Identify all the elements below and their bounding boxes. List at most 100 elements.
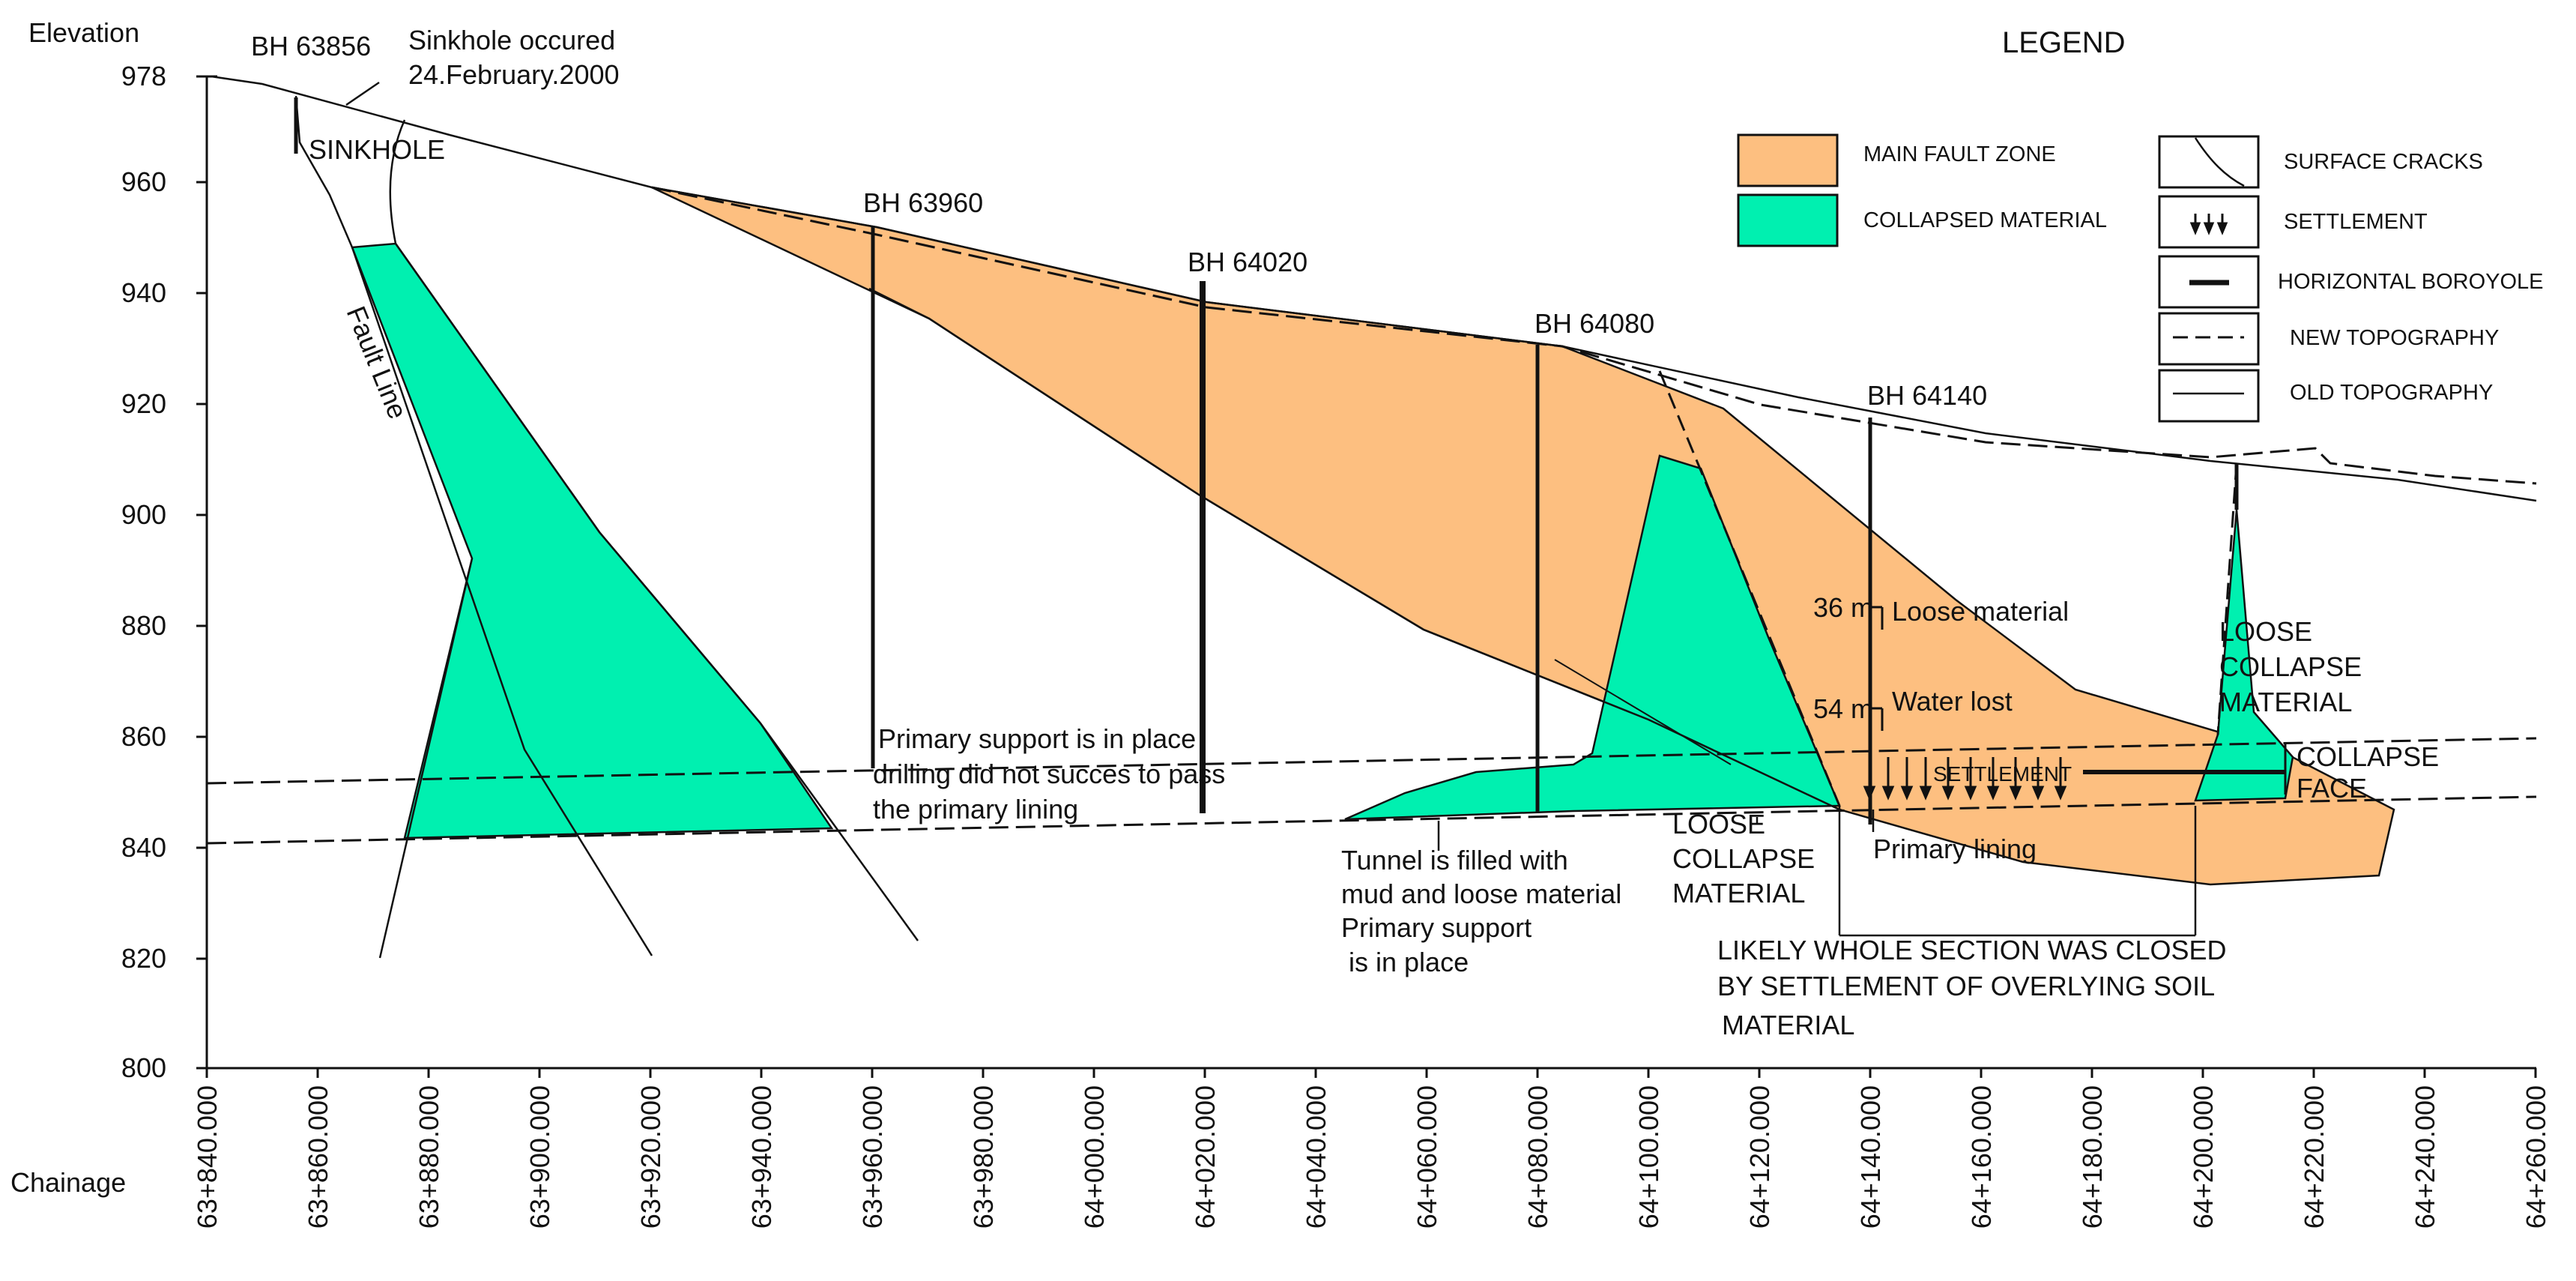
borehole-depth-markers [1870,606,1884,731]
y-axis-title: Elevation [28,17,139,48]
likely-closed-note-2: BY SETTLEMENT OF OVERLYING SOIL [1717,971,2215,1001]
loose-material-label: Loose material [1892,596,2069,627]
sinkhole-date-line2: 24.February.2000 [408,59,620,90]
x-tick-label: 64+180.000 [2077,1085,2108,1229]
collapse-face-label-1: COLLAPSE [2297,741,2439,772]
y-tick-marks [196,75,217,1070]
y-tick-label: 960 [121,166,166,197]
legend-old-topo-box [2158,369,2260,423]
tunnel-note-3: Primary support [1341,912,1532,943]
loose-collapse-mid-3: MATERIAL [1672,878,1805,908]
legend-title: LEGEND [2002,26,2126,59]
borehole-label: BH 63856 [251,31,371,61]
tunnel-note-2: mud and loose material [1341,878,1621,909]
borehole-label: BH 64140 [1867,380,1987,411]
x-tick-label: 64+020.000 [1190,1085,1221,1229]
primary-support-note-3: the primary lining [873,794,1078,825]
collapsed-tunnel-fill [1344,454,1841,821]
x-tick-label: 64+040.000 [1301,1085,1331,1229]
y-tick-label: 800 [121,1052,166,1083]
fault-line-lower [378,558,474,959]
x-tick-label: 63+960.000 [857,1085,888,1229]
x-tick-label: 64+160.000 [1966,1085,1997,1229]
sinkhole-outline [294,95,406,248]
loose-collapse-right-2: COLLAPSE [2219,651,2362,682]
x-tick-label: 63+980.000 [968,1085,999,1229]
x-tick-label: 63+840.000 [192,1085,223,1229]
x-tick-label: 64+220.000 [2299,1085,2329,1229]
legend-horizontal-label: HORIZONTAL BOROYOLE [2278,270,2544,294]
legend-new-topo-label: NEW TOPOGRAPHY [2290,326,2499,350]
leader-lines [1437,806,2197,937]
likely-closed-note-3: MATERIAL [1722,1010,1854,1040]
sinkhole-date-line1: Sinkhole occured [408,25,615,55]
old-topography-line [211,75,2537,502]
surface-cracks-icon [2194,137,2245,187]
x-tick-label: 64+060.000 [1412,1085,1442,1229]
borehole-label: BH 64020 [1188,247,1307,277]
settlement-icon [2189,214,2228,235]
legend-old-topo-label: OLD TOPOGRAPHY [2290,381,2493,405]
collapse-face-label-2: FACE [2297,773,2367,804]
tunnel-invert-dashed-line [206,795,2537,845]
x-tick-marks [205,1068,2537,1078]
primary-support-note-1: Primary support is in place [878,723,1196,754]
x-tick-label: 64+140.000 [1855,1085,1886,1229]
legend-fault-swatch [1737,133,1839,187]
borehole-label: BH 64080 [1535,308,1654,339]
y-tick-label: 860 [121,721,166,752]
collapse-dashed-line-2 [2216,462,2238,735]
legend-surface-cracks-label: SURFACE CRACKS [2284,150,2483,174]
y-tick-label: 920 [121,388,166,419]
collapsed-fault-wedge [351,242,834,840]
sinkhole-label: SINKHOLE [309,134,445,165]
settlement-label: SETTLEMENT [1933,762,2072,786]
collapse-dashed-line [1658,370,1841,807]
fault-line [351,247,653,956]
x-tick-label: 64+080.000 [1523,1085,1553,1229]
x-tick-label: 64+240.000 [2410,1085,2440,1229]
legend-settlement-label: SETTLEMENT [2284,210,2428,234]
legend-main-fault-label: MAIN FAULT ZONE [1863,142,2056,166]
loose-collapse-mid-1: LOOSE [1672,809,1765,840]
legend-new-topo-box [2158,312,2260,366]
x-axis-title: Chainage [10,1167,126,1198]
tunnel-note-4: is in place [1349,947,1469,977]
loose-collapse-right-1: LOOSE [2219,616,2312,647]
primary-lining-label: Primary lining [1873,834,2037,864]
tunnel-note-1: Tunnel is filled with [1341,845,1568,875]
depth-54m: 54 m [1813,693,1873,724]
collapse-diag [1554,659,1732,765]
x-tick-label: 64+200.000 [2188,1085,2219,1229]
y-tick-label: 820 [121,943,166,974]
y-tick-label: 840 [121,832,166,863]
y-tick-label: 978 [121,61,166,91]
legend-collapsed-swatch [1737,193,1839,247]
y-tick-labels: 978 960 940 920 900 880 860 840 820 800 [121,61,166,1083]
x-tick-label: 64+260.000 [2521,1085,2551,1229]
water-lost-label: Water lost [1892,686,2013,717]
y-tick-label: 880 [121,610,166,641]
x-tick-label: 63+900.000 [524,1085,555,1229]
loose-collapse-mid-2: COLLAPSE [1672,843,1815,874]
primary-support-note-2: drilling did not succes to pass [873,759,1225,789]
tunnel-crown-dashed-line [206,737,2537,785]
x-tick-label: 64+100.000 [1633,1085,1664,1229]
x-tick-label: 63+920.000 [635,1085,666,1229]
x-tick-labels: 63+840.000 63+860.000 63+880.000 63+900.… [192,1085,2551,1229]
x-tick-label: 64+120.000 [1744,1085,1775,1229]
x-tick-label: 63+860.000 [303,1085,333,1229]
x-tick-label: 63+940.000 [746,1085,777,1229]
x-tick-label: 64+000.000 [1079,1085,1110,1229]
settlement-arrows [1863,757,2067,801]
new-topography-line [651,186,2537,485]
sinkhole-leader [345,81,380,106]
likely-closed-note-1: LIKELY WHOLE SECTION WAS CLOSED [1717,935,2227,965]
borehole-lines [871,227,2287,825]
depth-36m: 36 m [1813,592,1873,623]
fault-line-outer [394,243,919,941]
legend-cracks-box [2158,135,2260,189]
loose-collapse-right-3: MATERIAL [2219,687,2352,717]
borehole-label: BH 63960 [863,187,983,218]
